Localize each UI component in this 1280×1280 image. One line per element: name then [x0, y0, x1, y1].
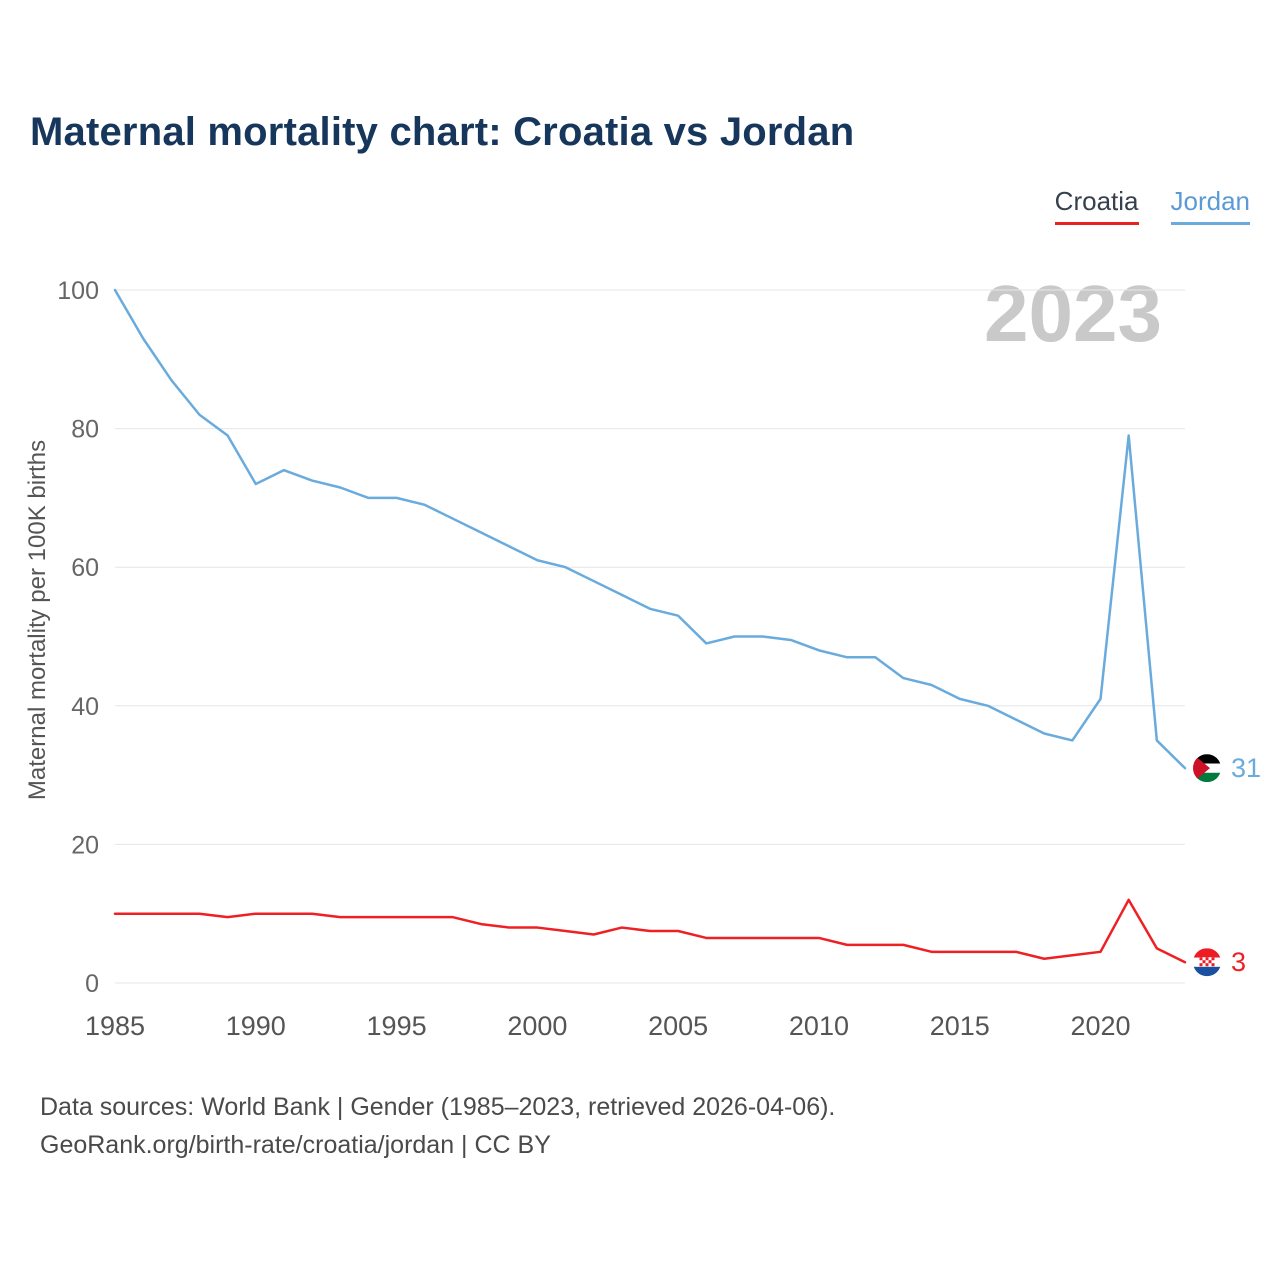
- croatia-flag-icon: [1193, 948, 1221, 976]
- x-tick-label: 2020: [1070, 1011, 1130, 1041]
- y-tick-label: 80: [71, 416, 99, 444]
- y-axis-ticks: 0 20 40 60 80 100: [57, 277, 99, 998]
- series-line-croatia: [113, 898, 1187, 964]
- x-tick-label: 1995: [367, 1011, 427, 1041]
- y-tick-label: 60: [71, 554, 99, 582]
- page-title: Maternal mortality chart: Croatia vs Jor…: [30, 110, 855, 154]
- jordan-flag-icon: [1193, 754, 1221, 782]
- series-line-jordan: [113, 288, 1187, 770]
- x-tick-label: 2010: [789, 1011, 849, 1041]
- legend: Croatia Jordan: [1054, 186, 1250, 225]
- x-tick-label: 1985: [85, 1011, 145, 1041]
- y-tick-label: 0: [85, 970, 99, 998]
- x-tick-label: 1990: [226, 1011, 286, 1041]
- footer-sources: Data sources: World Bank | Gender (1985–…: [40, 1093, 836, 1121]
- x-tick-label: 2000: [507, 1011, 567, 1041]
- x-axis-ticks: 1985 1990 1995 2000 2005 2010 2015 2020: [85, 1011, 1131, 1041]
- y-tick-label: 20: [71, 831, 99, 859]
- footer-attribution: GeoRank.org/birth-rate/croatia/jordan | …: [40, 1131, 551, 1159]
- end-value-jordan: 31: [1231, 753, 1261, 783]
- series-lines: [113, 288, 1187, 964]
- y-tick-label: 40: [71, 693, 99, 721]
- year-watermark: 2023: [984, 269, 1162, 358]
- end-value-croatia: 3: [1231, 947, 1246, 977]
- legend-item-croatia[interactable]: Croatia: [1054, 186, 1139, 225]
- x-tick-label: 2015: [930, 1011, 990, 1041]
- series-end-labels: 31 3: [1193, 753, 1261, 977]
- y-tick-label: 100: [57, 277, 99, 305]
- gridlines: [115, 289, 1185, 984]
- legend-item-jordan[interactable]: Jordan: [1170, 186, 1250, 225]
- x-tick-label: 2005: [648, 1011, 708, 1041]
- y-axis-label: Maternal mortality per 100K births: [24, 440, 51, 800]
- footer: Data sources: World Bank | Gender (1985–…: [40, 1088, 835, 1164]
